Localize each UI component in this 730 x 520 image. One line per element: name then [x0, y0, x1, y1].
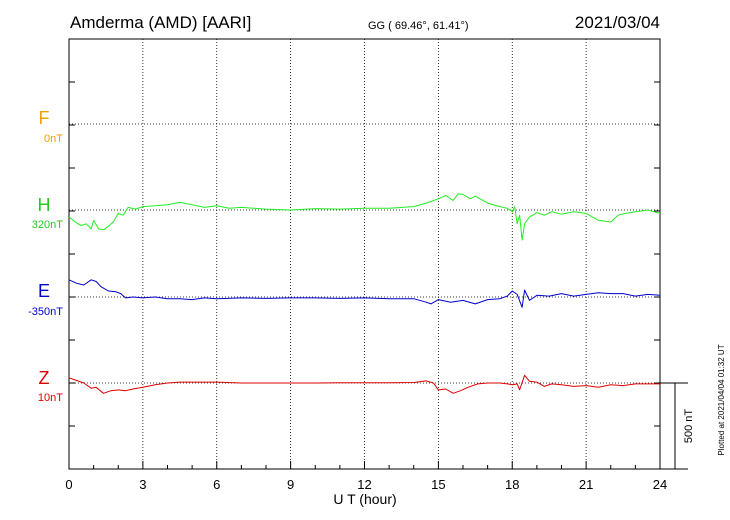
- label-E: E -350nT: [28, 281, 63, 318]
- x-tick-label-21: 21: [579, 477, 593, 492]
- x-tick-label-24: 24: [653, 477, 667, 492]
- series-lines: [68, 193, 661, 394]
- series-line-Z: [68, 374, 660, 394]
- x-axis-ticks: 0 3 6 9 12 15 18 21 24: [65, 461, 667, 492]
- scale-bar-label: 500 nT: [683, 409, 695, 444]
- series-label-Z: Z: [39, 368, 50, 388]
- date-title: 2021/03/04: [575, 13, 660, 32]
- plot-frame: [68, 38, 661, 470]
- x-tick-label-12: 12: [357, 477, 371, 492]
- series-label-E: E: [38, 281, 50, 301]
- station-title: Amderma (AMD) [AARI]: [70, 13, 251, 32]
- x-tick-label-9: 9: [287, 477, 294, 492]
- offset-label-F: 0nT: [44, 133, 63, 145]
- grid-lines: [69, 39, 660, 469]
- plotted-note: Plotted at 2021/04/04 01:32 UT: [717, 344, 726, 455]
- series-line-H: [68, 193, 661, 241]
- offset-label-Z: 10nT: [38, 392, 63, 404]
- offset-label-E: -350nT: [28, 306, 63, 318]
- x-tick-label-18: 18: [505, 477, 519, 492]
- series-line-E: [68, 279, 661, 308]
- label-H: H 320nT: [32, 195, 63, 231]
- offset-label-H: 320nT: [32, 219, 63, 231]
- x-axis-label: U T (hour): [333, 491, 396, 507]
- series-label-H: H: [38, 195, 51, 215]
- x-tick-label-15: 15: [431, 477, 445, 492]
- scale-bar: 500 nT: [660, 382, 695, 470]
- label-Z: Z 10nT: [38, 368, 63, 404]
- geographic-coords: GG ( 69.46°, 61.41°): [368, 20, 469, 32]
- series-label-F: F: [39, 108, 50, 128]
- x-tick-label-3: 3: [139, 477, 146, 492]
- label-F: F 0nT: [39, 108, 64, 145]
- x-tick-label-0: 0: [65, 477, 72, 492]
- x-tick-label-6: 6: [213, 477, 220, 492]
